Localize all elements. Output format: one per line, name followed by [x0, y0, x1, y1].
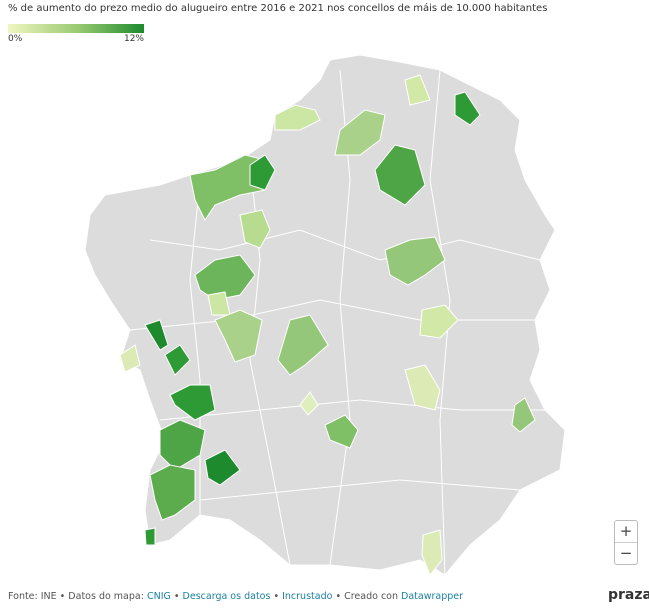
municipality [324, 414, 359, 449]
municipality [149, 464, 196, 521]
brand-logo[interactable]: praza [608, 587, 649, 603]
municipality [299, 391, 319, 416]
municipality [511, 397, 536, 433]
municipality [249, 154, 276, 191]
separator: • [273, 591, 280, 602]
municipality [419, 304, 459, 339]
link[interactable]: Incrustado [282, 591, 333, 602]
municipality [334, 109, 386, 156]
map [84, 54, 566, 576]
municipality [119, 344, 141, 373]
zoom-out[interactable]: − [615, 542, 637, 564]
title: % de aumento do prezo medio do alugueiro… [8, 3, 548, 14]
municipality [169, 384, 216, 421]
municipality [189, 154, 266, 221]
municipality [159, 419, 206, 471]
link[interactable]: CNIG [146, 591, 171, 602]
municipality [194, 254, 256, 301]
link[interactable]: Datawrapper [401, 591, 464, 602]
municipality [277, 314, 329, 376]
legend-gradient [8, 24, 144, 33]
municipality [404, 364, 441, 411]
separator: • [173, 591, 180, 602]
municipality [204, 449, 241, 486]
municipalities [119, 74, 536, 576]
link[interactable]: Descarga os datos [182, 591, 271, 602]
municipality [454, 91, 481, 126]
municipality [274, 104, 321, 131]
separator: • [335, 591, 342, 602]
municipality [421, 529, 443, 576]
municipality [144, 319, 169, 351]
source: Fonte: INE • Datos do mapa: [8, 591, 144, 602]
zoom-controls: + − [614, 520, 638, 565]
municipality [164, 344, 191, 376]
municipality [374, 144, 426, 206]
footer: Fonte: INE • Datos do mapa: CNIG • Desca… [8, 591, 463, 602]
legend-max: 12% [123, 34, 144, 44]
legend: 0% 12% [8, 24, 144, 44]
zoom-in[interactable]: + [619, 522, 633, 540]
municipality [404, 74, 431, 106]
municipality [384, 236, 446, 286]
municipality [144, 527, 156, 546]
legend-min: 0% [8, 34, 23, 44]
municipality [239, 209, 271, 249]
credit: Creado con [344, 591, 399, 602]
municipality [214, 309, 263, 363]
